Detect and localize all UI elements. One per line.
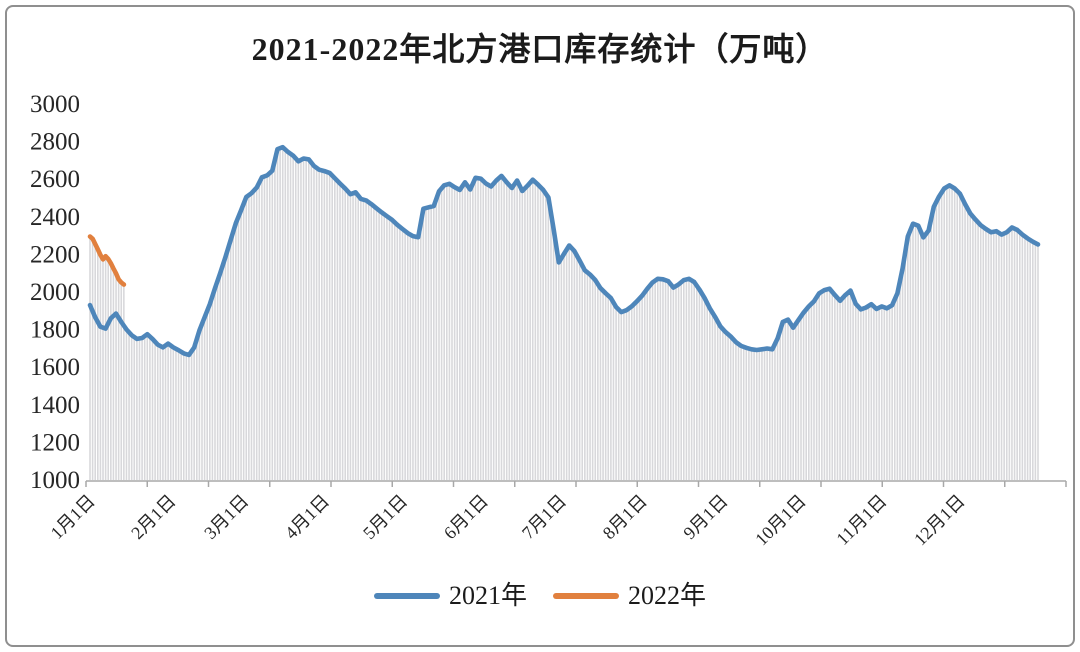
x-axis-label: 10月1日: [751, 491, 810, 550]
x-axis-label: 11月1日: [832, 491, 890, 549]
x-axis-label: 6月1日: [440, 491, 492, 543]
y-axis-label: 2600: [30, 166, 80, 193]
y-axis-label: 3000: [30, 91, 80, 118]
x-axis-label: 5月1日: [359, 491, 411, 543]
x-axis-label: 8月1日: [599, 491, 651, 543]
y-axis-label: 1800: [30, 317, 80, 344]
series-line-2022年: [87, 234, 127, 287]
y-axis-label: 2000: [30, 279, 80, 306]
x-axis-label: 7月1日: [518, 491, 570, 543]
x-axis-label: 3月1日: [200, 491, 252, 543]
y-axis-label: 2400: [30, 204, 80, 231]
series-line-2021年: [87, 144, 1041, 358]
chart-title: 2021-2022年北方港口库存统计（万吨）: [251, 31, 829, 67]
x-axis-label: 4月1日: [281, 491, 333, 543]
x-axis: [85, 480, 1067, 487]
droplines: [89, 149, 1039, 480]
y-axis-label: 1600: [30, 354, 80, 381]
y-axis-label: 1200: [30, 429, 80, 456]
legend-swatch-2021: [373, 593, 440, 599]
x-axis-label: 12月1日: [910, 491, 969, 550]
x-axis-labels: 1月1日 2月1日 3月1日 4月1日 5月1日 6月1日 7月1日 8月1日 9月1日 10月1…: [47, 491, 969, 550]
y-axis-label: 1000: [30, 467, 80, 494]
y-axis-label: 1400: [30, 392, 80, 419]
legend-swatch-2022: [553, 593, 619, 599]
y-axis-label: 2200: [30, 241, 80, 268]
x-axis-label: 2月1日: [127, 491, 179, 543]
y-axis-labels: 3000 2800 2600 2400 2200 2000 1800 1600 1400 1200…: [30, 91, 80, 494]
legend-label-2021: 2021年: [448, 581, 527, 610]
x-axis-label: 9月1日: [679, 491, 731, 543]
legend-label-2022: 2022年: [628, 581, 707, 610]
y-axis-label: 2800: [30, 129, 80, 156]
x-axis-label: 1月1日: [47, 491, 99, 543]
legend: 2021年 2022年: [0, 583, 1080, 609]
